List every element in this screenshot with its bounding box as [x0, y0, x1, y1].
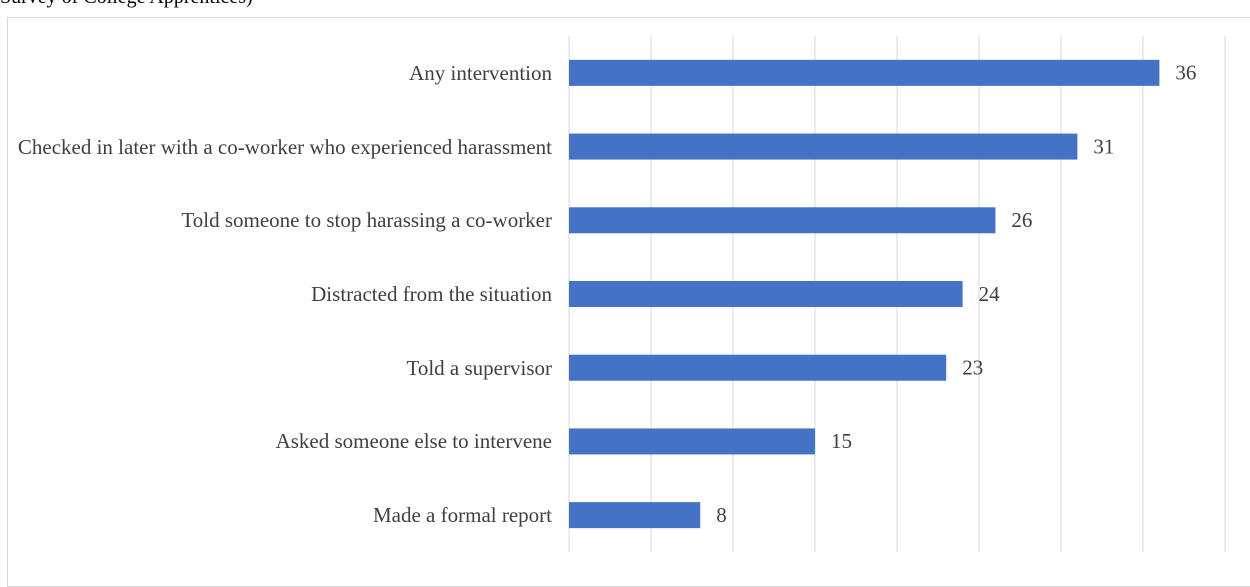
data-label: 31 [1093, 134, 1114, 158]
bar [569, 133, 1078, 160]
category-label: Checked in later with a co-worker who ex… [17, 134, 552, 159]
category-label: Distracted from the situation [311, 282, 552, 306]
bar [569, 428, 815, 455]
category-label: Any intervention [409, 60, 552, 85]
category-label: Told someone to stop harassing a co-work… [181, 208, 552, 233]
data-label: 36 [1175, 61, 1196, 85]
bar [569, 354, 947, 381]
data-label: 23 [962, 356, 983, 380]
data-label: 26 [1011, 208, 1032, 232]
bar [569, 59, 1160, 86]
subtitle: Survey of College Apprentices) [0, 0, 253, 9]
bar [569, 207, 996, 234]
data-label: 24 [979, 282, 1001, 306]
category-label: Told a supervisor [406, 355, 552, 380]
category-label: Asked someone else to intervene [275, 429, 552, 454]
data-label: 15 [831, 429, 852, 453]
bar [569, 502, 701, 529]
category-label: Made a formal report [372, 503, 552, 528]
data-label: 8 [716, 503, 727, 527]
bar [569, 281, 963, 307]
